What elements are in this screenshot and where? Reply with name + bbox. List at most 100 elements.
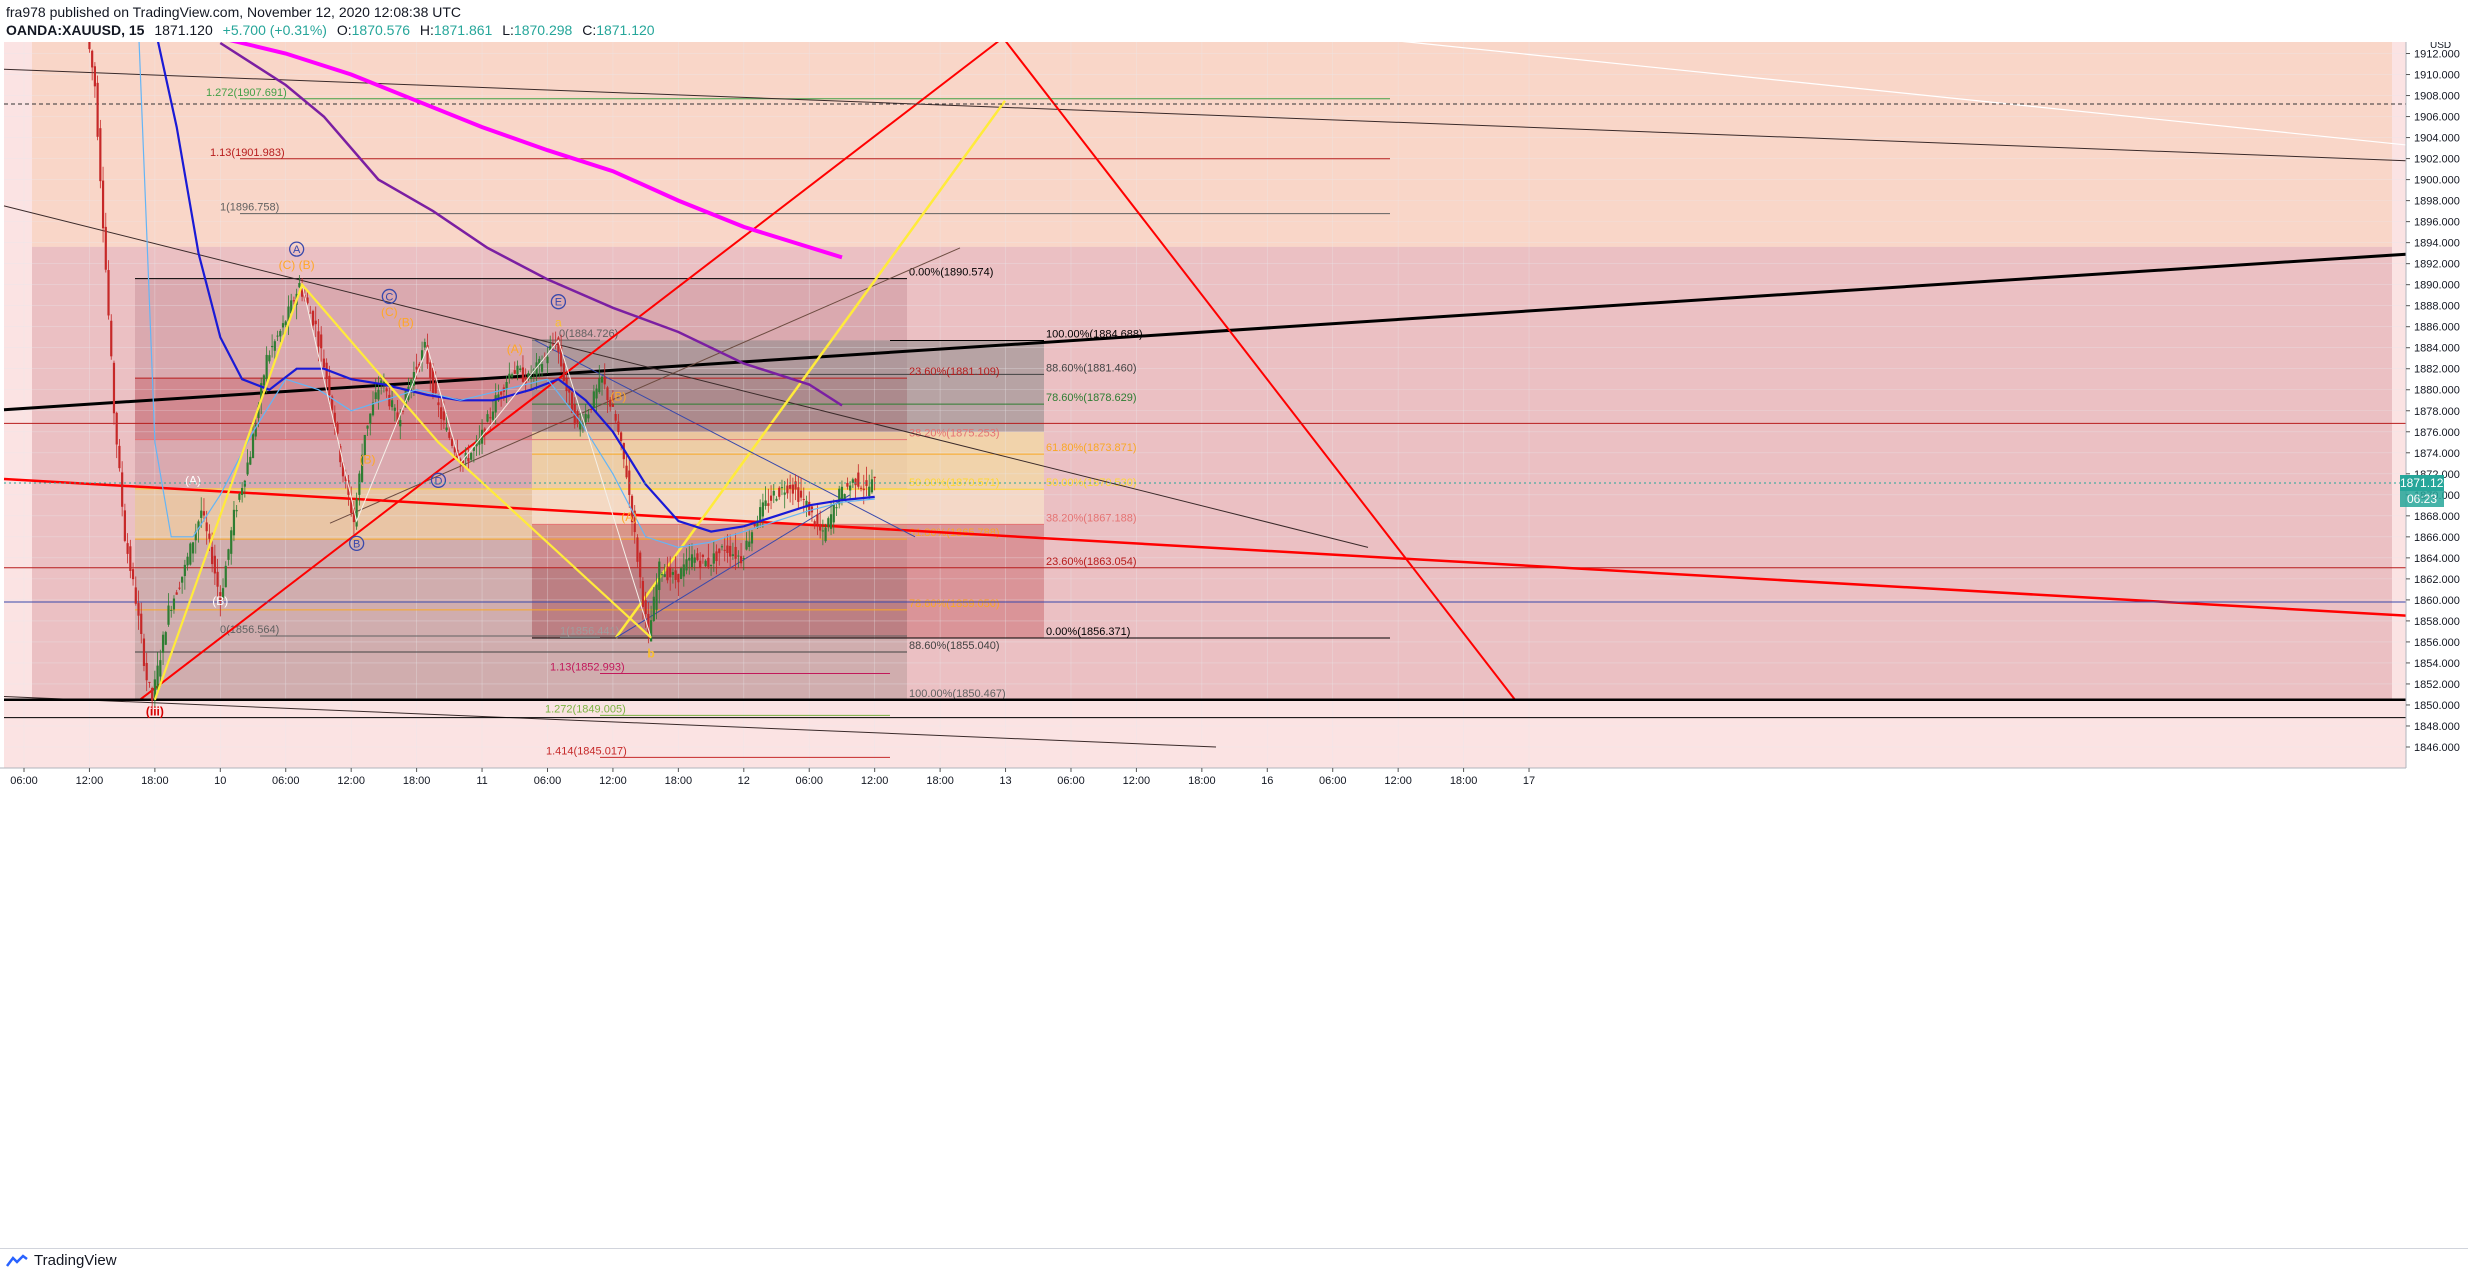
candle-body — [709, 564, 713, 566]
trendline-dark-upper — [3, 68, 2407, 162]
candle-body — [846, 482, 849, 487]
candle-body — [857, 472, 860, 487]
candle-body — [284, 321, 287, 326]
fib-box-right-mid — [532, 431, 1044, 490]
wave-label: D — [434, 475, 442, 487]
price-axis-label: 1906.000 — [2414, 112, 2460, 124]
trendline-brown — [329, 247, 961, 524]
candle-body — [153, 679, 156, 701]
price-axis-label: 1864.000 — [2414, 553, 2460, 565]
candle-body — [211, 546, 214, 565]
candle-body — [606, 387, 609, 401]
candle-body — [701, 554, 704, 557]
candle-body — [658, 561, 661, 591]
candle-body — [142, 638, 146, 666]
candle-body — [723, 549, 726, 551]
candle-body — [437, 402, 440, 406]
candle-body — [254, 424, 257, 437]
candle-body — [112, 362, 116, 414]
candle-body — [314, 320, 317, 325]
candle-body — [797, 487, 800, 502]
candle-body — [107, 270, 110, 316]
time-axis-background — [0, 768, 2468, 1248]
wave-label: (B) — [212, 594, 228, 608]
candle-body — [873, 476, 876, 479]
candle-body — [123, 510, 126, 541]
candle-body — [232, 509, 236, 536]
candle-body — [181, 576, 184, 583]
trendline-dark-lower — [3, 696, 1217, 748]
price-axis-label: 1848.000 — [2414, 721, 2460, 733]
candle-body — [401, 410, 405, 412]
candle-body — [838, 488, 841, 505]
symbol-name[interactable]: OANDA:XAUUSD, 15 — [6, 22, 145, 38]
candle-body — [671, 572, 675, 575]
candle-body — [641, 580, 645, 607]
price-axis-label: 1880.000 — [2414, 385, 2460, 397]
wave-label: (A) — [621, 510, 637, 524]
fib-level-label: 23.60%(1863.054) — [1046, 556, 1137, 568]
candle-body — [791, 484, 794, 494]
candle-body — [540, 364, 544, 372]
candle-body — [715, 551, 718, 562]
candle-body — [685, 559, 688, 571]
candle-body — [301, 285, 304, 297]
fib-box-right-dark — [532, 568, 907, 638]
candle-body — [786, 485, 789, 494]
candle-body — [535, 362, 538, 376]
candle-body — [851, 479, 854, 483]
candle-body — [320, 334, 323, 349]
candle-body — [172, 598, 176, 610]
target-zone-upper — [32, 27, 2392, 247]
candle-body — [101, 180, 105, 229]
candle-body — [393, 407, 396, 411]
candle-body — [494, 395, 497, 413]
time-axis-label: 06:00 — [1319, 775, 1347, 787]
fib-level-label: 1(1896.758) — [220, 202, 279, 214]
high-value: 1871.861 — [433, 22, 493, 38]
candle-body — [829, 514, 833, 529]
candle-body — [682, 564, 685, 577]
candle-body — [200, 510, 203, 518]
candle-body — [772, 490, 775, 496]
candle-body — [317, 331, 320, 347]
candle-body — [663, 574, 666, 577]
candle-body — [268, 355, 271, 362]
candle-body — [669, 566, 672, 578]
candle-body — [500, 391, 503, 395]
candle-body — [257, 405, 260, 419]
tradingview-logo[interactable]: TradingView — [6, 1252, 117, 1269]
candle-body — [208, 533, 211, 539]
candle-body — [524, 376, 527, 384]
candle-body — [491, 411, 495, 420]
fib-level-label: 88.60%(1881.460) — [1046, 362, 1137, 374]
fib-level-label: 1(1856.441) — [560, 625, 619, 637]
candle-body — [584, 414, 587, 423]
candle-body — [339, 445, 342, 463]
price-axis-label: 1868.000 — [2414, 511, 2460, 523]
candle-body — [213, 555, 216, 574]
price-axis-label: 1876.000 — [2414, 427, 2460, 439]
candle-body — [660, 574, 664, 576]
time-axis-label: 17 — [1523, 775, 1535, 787]
candle-body — [538, 358, 541, 367]
candle-body — [382, 381, 385, 384]
last-price-tag: 1871.120 — [2400, 475, 2451, 492]
fib-level-label: 0(1884.726) — [559, 328, 618, 340]
candle-body — [355, 498, 358, 527]
candle-body — [265, 354, 268, 380]
candle-body — [230, 530, 233, 554]
wave-path-yellow — [153, 282, 652, 701]
candle-body — [167, 605, 170, 625]
candle-body — [271, 345, 274, 348]
fib-level-label: 0.00%(1856.371) — [1046, 626, 1130, 638]
candle-body — [374, 392, 377, 400]
tradingview-logo-icon — [6, 1253, 28, 1267]
candle-body — [600, 376, 604, 383]
candle-body — [404, 388, 407, 408]
trendline-red-projection — [1002, 37, 1516, 701]
candle-body — [729, 545, 732, 557]
wave-label-circle — [550, 294, 567, 310]
price-axis-label: 1882.000 — [2414, 364, 2460, 376]
